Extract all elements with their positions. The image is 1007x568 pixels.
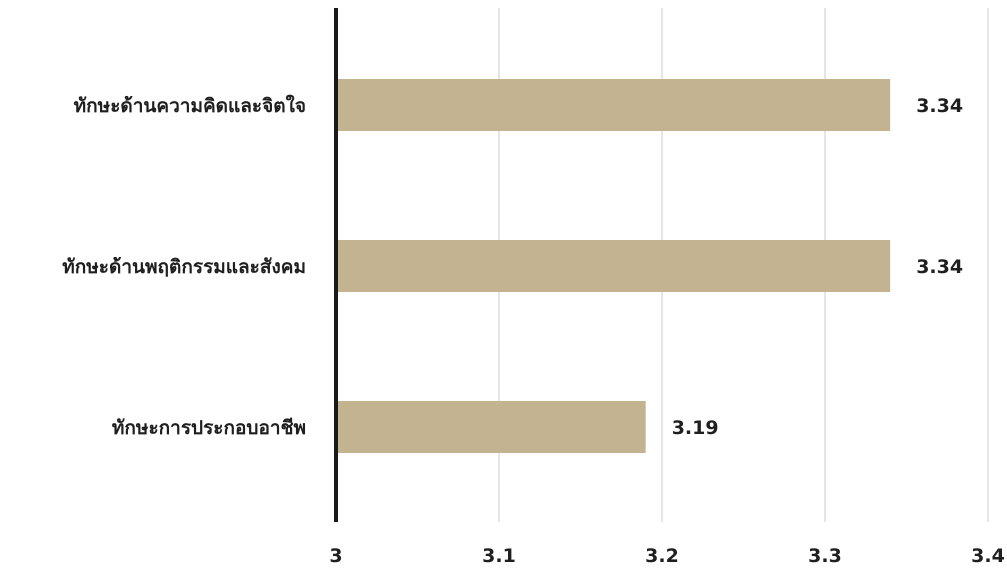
x-tick-label: 3.4 xyxy=(971,545,1005,567)
bar-value-label: 3.34 xyxy=(916,256,963,278)
x-tick-label: 3.1 xyxy=(482,545,516,567)
bar-value-label: 3.34 xyxy=(916,95,963,117)
bar-3 xyxy=(336,401,646,453)
bars xyxy=(336,79,891,453)
bar-2 xyxy=(336,240,891,292)
x-tick-label: 3.2 xyxy=(645,545,679,567)
category-label: ทักษะด้านความคิดและจิตใจ xyxy=(74,94,306,117)
category-label: ทักษะด้านพฤติกรรมและสังคม xyxy=(62,256,306,278)
x-tick-label: 3.3 xyxy=(808,545,842,567)
x-tick-label: 3 xyxy=(329,545,342,567)
bar-1 xyxy=(336,79,891,131)
bar-value-label: 3.19 xyxy=(672,417,719,439)
category-label: ทักษะการประกอบอาชีพ xyxy=(112,417,306,439)
labels: 3 3.1 3.2 3.3 3.4 3.34 ทักษะด้านความคิดและจิตใ… xyxy=(62,94,1005,567)
